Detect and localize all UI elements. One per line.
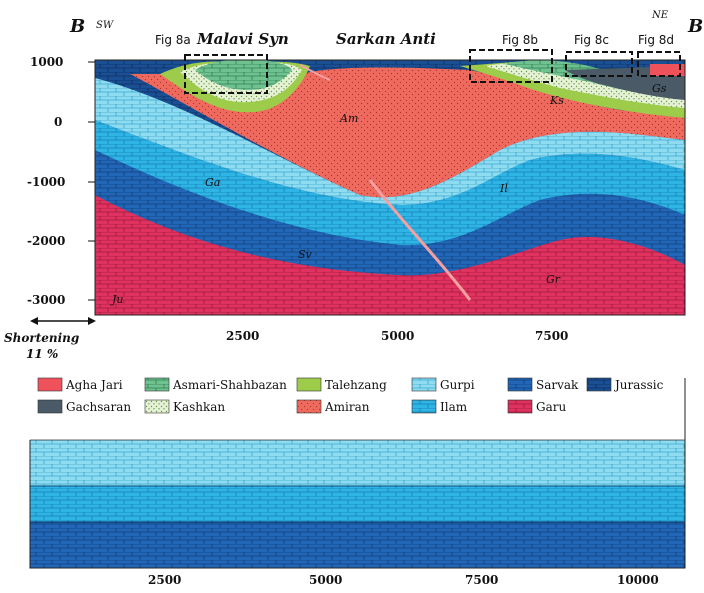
unit-label-ks: Ks	[549, 94, 564, 107]
shortening-label: Shortening	[4, 331, 79, 345]
x-tick-bottom-7500: 7500	[465, 573, 498, 587]
corner-label-right: B	[687, 16, 703, 37]
y-tick-1000: 1000	[30, 55, 63, 69]
legend: Agha Jari Asmari-Shahbazan Talehzang Gur…	[37, 377, 664, 414]
fig-label-8c: Fig 8c	[574, 33, 609, 47]
x-tick-2500: 2500	[226, 329, 259, 343]
fig-label-8d: Fig 8d	[638, 33, 674, 47]
gurpi-layer	[95, 78, 685, 205]
unit-label-am: Am	[339, 112, 358, 125]
x-tick-bottom-5000: 5000	[309, 573, 342, 587]
y-tick-m2000: -2000	[27, 234, 65, 248]
legend-swatch-gachsaran	[37, 399, 63, 414]
restored-sarvak	[30, 522, 685, 568]
y-tick-m3000: -3000	[27, 293, 65, 307]
legend-label-gurpi: Gurpi	[440, 378, 475, 392]
x-axis-top: 2500 5000 7500	[226, 329, 568, 343]
legend-label-ilam: Ilam	[440, 400, 468, 414]
restored-gurpi	[30, 440, 685, 486]
legend-label-garu: Garu	[536, 400, 566, 414]
legend-swatch-garu	[507, 399, 533, 414]
fig-8b-box	[469, 49, 553, 83]
unit-label-ju: Ju	[110, 293, 124, 306]
restored-section	[29, 378, 686, 569]
x-tick-bottom-2500: 2500	[148, 573, 181, 587]
legend-label-agha-jari: Agha Jari	[65, 378, 123, 392]
legend-swatch-sarvak	[507, 377, 533, 392]
fig-8c-box	[565, 51, 633, 77]
x-tick-bottom-10000: 10000	[617, 573, 659, 587]
legend-swatch-agha-jari	[37, 377, 63, 392]
title-syncline: Malavi Syn	[196, 30, 289, 48]
restored-ilam	[30, 486, 685, 522]
fig-8a-box	[184, 54, 268, 94]
x-axis-bottom: 2500 5000 7500 10000	[148, 573, 659, 587]
fault-line	[368, 179, 472, 301]
legend-swatch-gurpi	[411, 377, 437, 392]
legend-label-amiran: Amiran	[324, 400, 370, 414]
fault-upper	[299, 64, 331, 81]
section-frame	[94, 59, 686, 316]
fig-label-8a: Fig 8a	[155, 33, 191, 47]
legend-label-talehzang: Talehzang	[325, 378, 387, 392]
y-tick-0: 0	[54, 115, 62, 129]
legend-swatch-talehzang	[296, 377, 322, 392]
x-tick-5000: 5000	[381, 329, 414, 343]
unit-label-il: Il	[499, 182, 508, 195]
legend-swatch-kashkan	[144, 399, 170, 414]
y-tick-m1000: -1000	[27, 175, 65, 189]
fig-label-8b: Fig 8b	[502, 33, 538, 47]
legend-label-jurassic: Jurassic	[613, 378, 664, 392]
unit-label-gs: Gs	[652, 82, 667, 95]
legend-label-asmari: Asmari-Shahbazan	[172, 378, 287, 392]
sarvak-layer	[95, 150, 685, 276]
legend-label-kashkan: Kashkan	[173, 400, 225, 414]
unit-label-gr: Gr	[546, 273, 561, 286]
unit-label-sv: Sv	[298, 248, 313, 261]
legend-label-gachsaran: Gachsaran	[66, 400, 131, 414]
shortening-value: 11 %	[26, 347, 58, 361]
legend-swatch-amiran	[296, 399, 322, 414]
x-tick-7500: 7500	[535, 329, 568, 343]
title-anticline: Sarkan Anti	[336, 30, 436, 48]
top-section	[95, 60, 685, 315]
legend-swatch-jurassic	[586, 377, 612, 392]
side-label-sw: SW	[96, 20, 114, 31]
side-label-ne: NE	[651, 10, 669, 21]
corner-label-left: B	[69, 16, 85, 37]
unit-label-ga: Ga	[205, 176, 220, 189]
fig-8d-box	[637, 51, 681, 77]
agha-jari-layer	[650, 64, 685, 76]
legend-label-sarvak: Sarvak	[536, 378, 579, 392]
ilam-layer	[95, 120, 685, 246]
legend-swatch-ilam	[411, 399, 437, 414]
legend-swatch-asmari	[144, 377, 170, 392]
kashkan-right	[485, 62, 685, 108]
y-axis: 1000 0 -1000 -2000 -3000	[27, 55, 95, 307]
shortening-indicator: Shortening 11 %	[4, 317, 96, 361]
